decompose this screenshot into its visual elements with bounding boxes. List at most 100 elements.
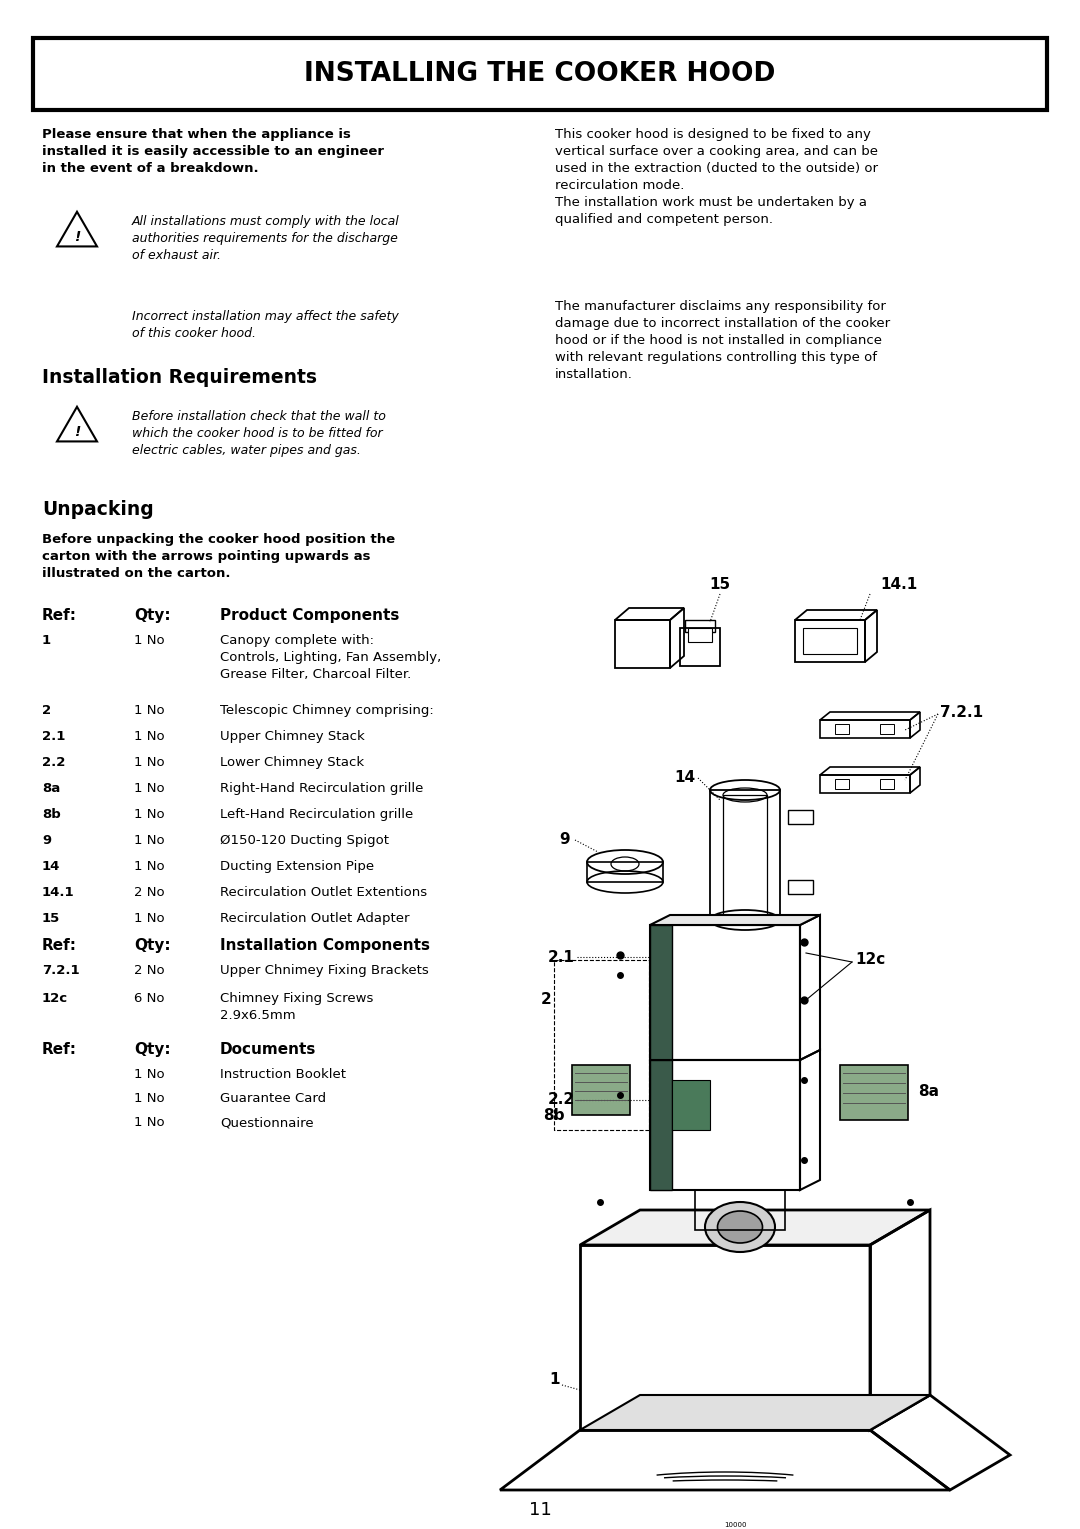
Bar — [650, 1060, 672, 1190]
Text: 7.2.1: 7.2.1 — [42, 963, 80, 977]
Text: Ø150-120 Ducting Spigot: Ø150-120 Ducting Spigot — [220, 833, 389, 847]
Text: 1: 1 — [550, 1373, 561, 1387]
Text: 1 No: 1 No — [134, 807, 164, 821]
Text: 11: 11 — [528, 1501, 552, 1518]
Text: Recirculation Outlet Extentions: Recirculation Outlet Extentions — [220, 885, 427, 899]
Text: Qty:: Qty: — [134, 609, 171, 622]
Text: 1 No: 1 No — [134, 781, 164, 795]
Bar — [572, 1066, 630, 1115]
Text: Lower Chimney Stack: Lower Chimney Stack — [220, 755, 364, 769]
Text: 2: 2 — [541, 992, 552, 1008]
Text: Documents: Documents — [220, 1041, 316, 1057]
Bar — [795, 619, 865, 662]
Text: Right-Hand Recirculation grille: Right-Hand Recirculation grille — [220, 781, 423, 795]
Text: 10000: 10000 — [724, 1521, 746, 1527]
Bar — [880, 778, 894, 789]
Bar — [880, 725, 894, 734]
Text: Qty:: Qty: — [134, 937, 171, 953]
Bar — [580, 1245, 870, 1430]
Bar — [696, 1190, 785, 1229]
Text: !: ! — [73, 425, 80, 439]
Text: Ref:: Ref: — [42, 609, 77, 622]
Text: INSTALLING THE COOKER HOOD: INSTALLING THE COOKER HOOD — [305, 61, 775, 87]
Text: 8b: 8b — [543, 1107, 565, 1122]
Polygon shape — [650, 914, 820, 925]
FancyBboxPatch shape — [33, 38, 1047, 110]
Ellipse shape — [717, 1211, 762, 1243]
Text: 12c: 12c — [855, 953, 886, 968]
Text: Recirculation Outlet Adapter: Recirculation Outlet Adapter — [220, 911, 409, 925]
Text: Product Components: Product Components — [220, 609, 400, 622]
Text: Instruction Booklet: Instruction Booklet — [220, 1067, 346, 1081]
Bar — [650, 925, 800, 1060]
Text: 1 No: 1 No — [134, 755, 164, 769]
Bar — [723, 795, 767, 914]
Text: Incorrect installation may affect the safety
of this cooker hood.: Incorrect installation may affect the sa… — [132, 310, 399, 339]
Text: 2 No: 2 No — [134, 885, 164, 899]
Bar — [788, 810, 813, 824]
Text: 8a: 8a — [918, 1084, 939, 1099]
Bar — [685, 619, 715, 631]
Bar — [820, 720, 910, 739]
Bar — [688, 628, 712, 642]
Text: 12c: 12c — [42, 992, 68, 1005]
Text: 2.1: 2.1 — [42, 729, 66, 743]
Text: 2: 2 — [42, 703, 51, 717]
Text: This cooker hood is designed to be fixed to any
vertical surface over a cooking : This cooker hood is designed to be fixed… — [555, 128, 878, 226]
Text: 1: 1 — [42, 635, 51, 647]
Text: 1 No: 1 No — [134, 635, 164, 647]
Text: 1 No: 1 No — [134, 859, 164, 873]
Text: Upper Chimney Stack: Upper Chimney Stack — [220, 729, 365, 743]
Text: 2.2: 2.2 — [548, 1093, 575, 1107]
Text: 9: 9 — [42, 833, 51, 847]
Text: 7.2.1: 7.2.1 — [940, 705, 983, 720]
Text: 1 No: 1 No — [134, 911, 164, 925]
Text: Before installation check that the wall to
which the cooker hood is to be fitted: Before installation check that the wall … — [132, 410, 386, 457]
Text: Please ensure that when the appliance is
installed it is easily accessible to an: Please ensure that when the appliance is… — [42, 128, 384, 174]
Text: All installations must comply with the local
authorities requirements for the di: All installations must comply with the l… — [132, 216, 400, 261]
Text: The manufacturer disclaims any responsibility for
damage due to incorrect instal: The manufacturer disclaims any responsib… — [555, 300, 890, 381]
Text: Ref:: Ref: — [42, 937, 77, 953]
Text: Ref:: Ref: — [42, 1041, 77, 1057]
Text: 1 No: 1 No — [134, 1067, 164, 1081]
Text: Ducting Extension Pipe: Ducting Extension Pipe — [220, 859, 374, 873]
Text: Before unpacking the cooker hood position the
carton with the arrows pointing up: Before unpacking the cooker hood positio… — [42, 534, 395, 579]
Text: 8b: 8b — [42, 807, 60, 821]
Text: !: ! — [73, 229, 80, 243]
Text: 9: 9 — [559, 832, 570, 847]
Text: Unpacking: Unpacking — [42, 500, 153, 518]
Text: Installation Components: Installation Components — [220, 937, 430, 953]
Bar — [680, 628, 720, 667]
Text: 15: 15 — [42, 911, 60, 925]
Text: 15: 15 — [710, 576, 730, 592]
Text: 14: 14 — [42, 859, 60, 873]
Text: 1 No: 1 No — [134, 703, 164, 717]
Bar — [804, 628, 858, 654]
Text: Chimney Fixing Screws
2.9x6.5mm: Chimney Fixing Screws 2.9x6.5mm — [220, 992, 374, 1021]
Bar — [650, 1060, 800, 1190]
Bar — [588, 862, 663, 882]
Bar — [835, 778, 849, 789]
Polygon shape — [580, 1209, 930, 1245]
Text: Telescopic Chimney comprising:: Telescopic Chimney comprising: — [220, 703, 434, 717]
Bar — [788, 881, 813, 894]
Text: Guarantee Card: Guarantee Card — [220, 1092, 326, 1105]
Text: 8a: 8a — [42, 781, 60, 795]
Ellipse shape — [705, 1202, 775, 1252]
Text: 14: 14 — [674, 771, 696, 784]
Text: 14.1: 14.1 — [880, 576, 917, 592]
Bar — [840, 1066, 908, 1121]
Text: Questionnaire: Questionnaire — [220, 1116, 313, 1128]
Text: Qty:: Qty: — [134, 1041, 171, 1057]
Bar — [710, 790, 780, 920]
Text: 2.1: 2.1 — [549, 950, 575, 965]
Bar — [650, 925, 672, 1060]
Text: Upper Chnimey Fixing Brackets: Upper Chnimey Fixing Brackets — [220, 963, 429, 977]
Bar — [820, 775, 910, 794]
Text: 2.2: 2.2 — [42, 755, 66, 769]
Text: Installation Requirements: Installation Requirements — [42, 368, 318, 387]
Text: 1 No: 1 No — [134, 833, 164, 847]
Bar — [672, 1079, 710, 1130]
Text: 1 No: 1 No — [134, 1092, 164, 1105]
Text: 14.1: 14.1 — [42, 885, 75, 899]
